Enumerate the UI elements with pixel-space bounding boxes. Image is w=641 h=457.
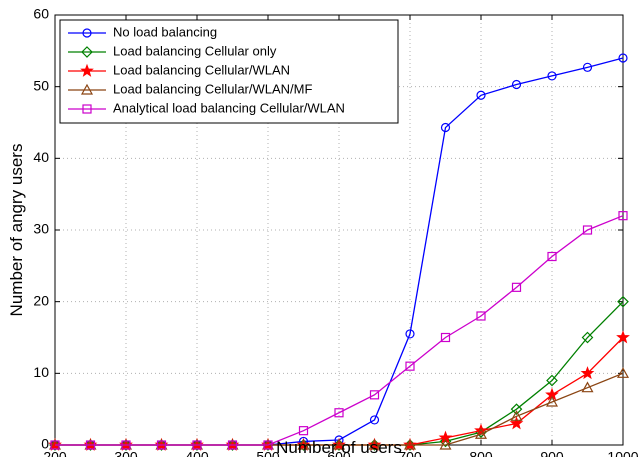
data-point (510, 403, 523, 416)
data-point (616, 330, 630, 344)
data-point (439, 438, 452, 450)
data-point (405, 361, 415, 371)
data-point (192, 440, 202, 450)
data-point (511, 79, 522, 90)
legend-item: Load balancing Cellular only (68, 43, 277, 58)
legend-item: Load balancing Cellular/WLAN (68, 62, 290, 77)
legend-item: Analytical load balancing Cellular/WLAN (68, 100, 345, 115)
data-point (332, 438, 346, 450)
data-point (510, 410, 523, 421)
data-point (547, 71, 557, 81)
data-point (440, 332, 451, 343)
data-point (50, 440, 60, 450)
series-layer (48, 53, 630, 451)
data-point (369, 390, 380, 400)
y-tick-label: 10 (33, 364, 49, 380)
legend-label: Load balancing Cellular/WLAN/MF (113, 81, 312, 96)
data-point (334, 408, 344, 418)
data-point (439, 435, 452, 448)
y-tick-label: 0 (41, 436, 49, 452)
y-tick-label: 50 (33, 77, 49, 93)
data-point (476, 311, 486, 321)
legend-label: Analytical load balancing Cellular/WLAN (113, 100, 345, 115)
x-tick-label: 400 (185, 448, 209, 457)
series-line (55, 215, 624, 446)
x-tick-label: 1000 (607, 448, 638, 457)
data-point (547, 251, 557, 262)
legend-marker (80, 83, 94, 95)
data-point (263, 440, 273, 450)
data-point (511, 282, 522, 292)
data-point (405, 329, 415, 339)
legend-marker (82, 104, 92, 114)
data-point (580, 366, 595, 380)
data-point (121, 440, 131, 450)
data-point (298, 426, 309, 436)
data-point (156, 440, 167, 450)
x-axis-title: Number of users (276, 438, 402, 457)
data-point (297, 438, 310, 450)
data-point (617, 295, 629, 308)
y-axis-title: Number of angry users (7, 144, 26, 317)
legend-label: Load balancing Cellular/WLAN (113, 62, 290, 77)
x-tick-label: 700 (398, 448, 422, 457)
data-point (440, 122, 451, 133)
data-point (474, 428, 488, 439)
y-tick-label: 60 (33, 6, 49, 22)
series-5 (50, 211, 628, 450)
legend-marker (80, 63, 94, 77)
x-tick-label: 300 (114, 448, 138, 457)
y-tick-label: 30 (33, 221, 49, 237)
data-point (618, 211, 628, 221)
axis-ticks: 200 300 400 500 600 700 800 900 1000 0 10 20 30 40 50 6… (33, 6, 638, 457)
data-point (546, 374, 558, 387)
y-tick-label: 40 (33, 149, 49, 165)
data-point (227, 440, 238, 450)
legend: No load balancing Load balancing Cellular… (59, 19, 399, 124)
x-tick-label: 800 (469, 448, 493, 457)
data-point (369, 415, 380, 425)
x-tick-label: 200 (43, 448, 67, 457)
legend-box (59, 19, 399, 124)
legend-item: Load balancing Cellular/WLAN/MF (68, 81, 312, 96)
data-point (581, 381, 594, 393)
x-tick-label: 900 (540, 448, 564, 457)
data-point (509, 416, 524, 430)
data-point (85, 440, 96, 450)
data-point (403, 438, 417, 450)
legend-item: No load balancing (68, 24, 217, 39)
legend-label: No load balancing (113, 24, 217, 39)
legend-label: Load balancing Cellular only (113, 43, 277, 58)
data-point (616, 367, 630, 378)
data-point (368, 438, 381, 450)
data-point (618, 53, 628, 63)
data-point (476, 90, 486, 100)
legend-marker (82, 28, 92, 38)
data-point (582, 225, 593, 235)
y-tick-label: 20 (33, 292, 49, 308)
data-point (545, 395, 559, 407)
x-tick-label: 600 (327, 448, 351, 457)
data-point (581, 331, 594, 344)
legend-marker (81, 46, 93, 58)
data-point (582, 62, 593, 72)
x-tick-label: 500 (256, 448, 280, 457)
